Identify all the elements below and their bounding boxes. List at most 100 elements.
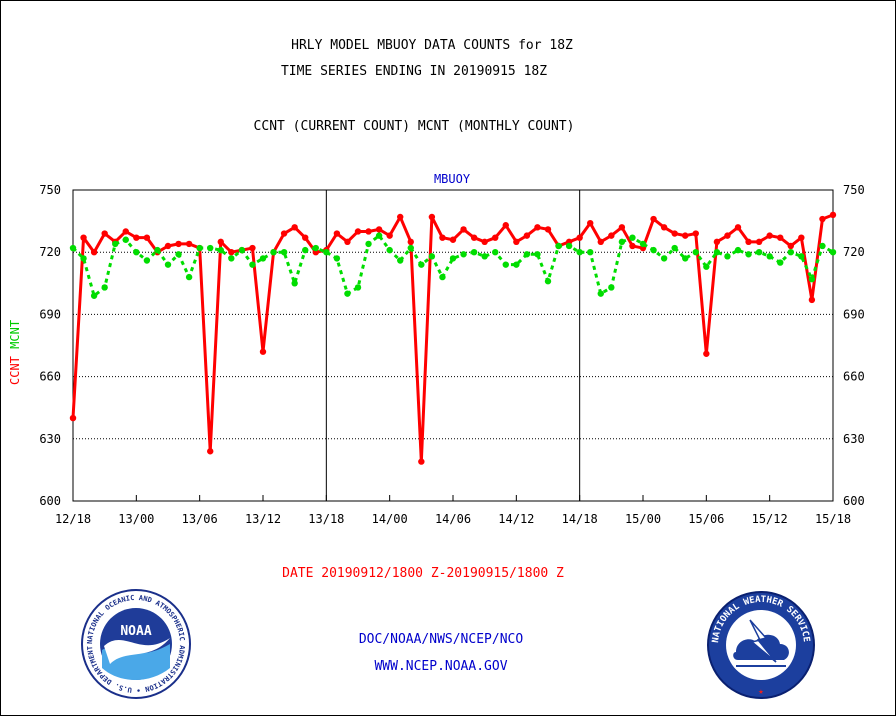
data-point-mcnt (238, 246, 246, 254)
data-point-mcnt (333, 255, 341, 262)
data-point-mcnt (618, 238, 626, 246)
data-point-ccnt (228, 249, 235, 256)
y-tick-label-right: 630 (843, 432, 865, 446)
data-point-mcnt (69, 244, 77, 252)
data-point-ccnt (69, 414, 77, 422)
data-point-mcnt (291, 280, 298, 287)
data-point-mcnt (692, 249, 699, 256)
data-point-ccnt (492, 234, 499, 241)
data-point-mcnt (671, 244, 678, 252)
data-point-mcnt (565, 242, 573, 250)
data-point-ccnt (829, 211, 837, 219)
data-point-mcnt (481, 253, 488, 260)
data-point-ccnt (671, 230, 678, 237)
data-point-ccnt (439, 234, 446, 241)
data-point-mcnt (766, 253, 773, 260)
x-tick-label: 14/12 (498, 512, 534, 526)
data-point-ccnt (217, 238, 224, 246)
date-range-label: DATE 20190912/1800 Z-20190915/1800 Z (282, 566, 564, 581)
data-point-ccnt (576, 234, 583, 241)
data-point-mcnt (323, 249, 330, 256)
data-point-ccnt (777, 234, 784, 241)
data-point-mcnt (608, 284, 615, 291)
data-point-ccnt (354, 228, 362, 235)
data-point-ccnt (470, 234, 478, 241)
data-point-mcnt (122, 236, 129, 243)
data-point-mcnt (386, 246, 393, 254)
data-point-ccnt (143, 234, 151, 241)
y-tick-label-left: 750 (39, 183, 61, 197)
data-point-mcnt (660, 255, 668, 262)
y-tick-label-right: 690 (843, 307, 865, 321)
data-point-ccnt (502, 222, 509, 229)
data-point-mcnt (808, 275, 816, 283)
data-point-mcnt (544, 278, 552, 285)
data-point-mcnt (354, 284, 362, 291)
data-point-ccnt (513, 238, 520, 246)
data-point-mcnt (629, 234, 636, 241)
data-point-ccnt (523, 232, 531, 239)
data-point-mcnt (597, 290, 604, 297)
data-point-ccnt (418, 458, 425, 465)
data-point-mcnt (407, 244, 414, 252)
x-tick-label: 15/06 (688, 512, 724, 526)
data-point-ccnt (534, 224, 541, 231)
data-point-mcnt (534, 251, 541, 258)
data-point-mcnt (492, 249, 499, 256)
data-point-mcnt (302, 246, 309, 254)
data-point-mcnt (101, 284, 108, 291)
data-point-ccnt (133, 234, 140, 241)
data-point-ccnt (280, 230, 288, 237)
y-tick-label-right: 660 (843, 370, 865, 384)
x-tick-label: 15/12 (752, 512, 788, 526)
data-point-ccnt (407, 238, 414, 246)
data-point-mcnt (133, 249, 140, 256)
x-tick-label: 14/00 (372, 512, 408, 526)
data-point-ccnt (766, 232, 773, 239)
data-point-mcnt (375, 232, 383, 239)
data-point-ccnt (302, 234, 309, 241)
data-point-mcnt (755, 249, 763, 256)
chart-title-line-2: TIME SERIES ENDING IN 20190915 18Z (280, 64, 548, 79)
data-point-ccnt (375, 226, 383, 233)
data-point-mcnt (312, 244, 319, 252)
data-point-ccnt (819, 215, 826, 223)
data-point-mcnt (745, 251, 752, 258)
noaa-logo: NATIONAL OCEANIC AND ATMOSPHERIC ADMINIS… (80, 588, 191, 699)
data-point-mcnt (196, 244, 203, 252)
noaa-logo-text: NOAA (120, 624, 151, 639)
data-point-ccnt (703, 350, 710, 357)
data-point-mcnt (734, 246, 742, 254)
data-point-mcnt (724, 253, 731, 260)
x-tick-label: 14/06 (435, 512, 471, 526)
data-point-ccnt (397, 213, 404, 221)
data-point-ccnt (660, 224, 668, 231)
data-point-ccnt (608, 232, 615, 239)
data-point-mcnt (555, 242, 562, 250)
data-point-mcnt (249, 261, 256, 268)
data-point-mcnt (703, 263, 710, 270)
data-point-mcnt (228, 255, 235, 262)
y-tick-label-right: 720 (843, 245, 865, 259)
data-point-mcnt (143, 257, 151, 264)
data-point-ccnt (597, 238, 604, 246)
data-point-ccnt (682, 232, 689, 239)
x-tick-label: 15/18 (815, 512, 851, 526)
data-point-mcnt (449, 255, 457, 262)
data-point-ccnt (365, 228, 372, 235)
data-point-mcnt (819, 242, 826, 250)
y-tick-label-left: 630 (39, 432, 61, 446)
x-tick-label: 15/00 (625, 512, 661, 526)
data-point-ccnt (449, 236, 457, 243)
plot-series-title: MBUOY (433, 172, 471, 186)
data-point-ccnt (787, 242, 794, 250)
data-point-mcnt (418, 261, 425, 268)
data-point-mcnt (439, 273, 446, 281)
data-point-mcnt (164, 261, 172, 268)
data-point-mcnt (682, 255, 689, 262)
data-point-ccnt (650, 215, 657, 223)
data-point-ccnt (755, 238, 763, 246)
data-point-ccnt (175, 240, 182, 248)
data-point-ccnt (724, 232, 731, 239)
